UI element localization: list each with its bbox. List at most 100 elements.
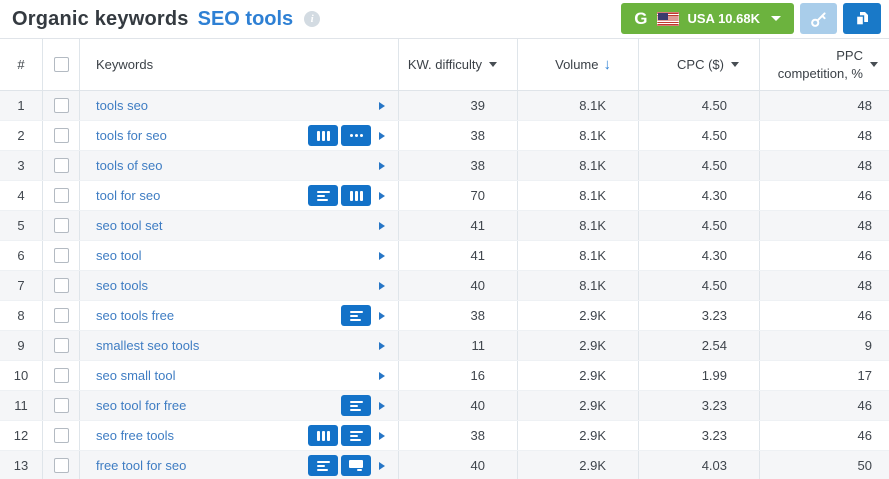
row-checkbox-cell (43, 331, 80, 360)
ppc-competition-cell: 48 (760, 151, 888, 180)
volume-cell: 2.9K (518, 301, 639, 330)
text-lines-badge-icon (349, 310, 363, 321)
column-header-kw-difficulty[interactable]: KW. difficulty (399, 39, 518, 90)
expand-keyword-arrow-icon[interactable] (379, 221, 385, 230)
row-number: 6 (17, 248, 25, 263)
text-lines-badge-icon[interactable] (308, 455, 338, 476)
row-checkbox[interactable] (53, 188, 69, 203)
row-number-cell: 4 (0, 181, 43, 210)
column-header-volume[interactable]: Volume ↓ (518, 39, 639, 90)
info-icon[interactable]: i (304, 11, 321, 27)
row-checkbox-cell (43, 361, 80, 390)
keyword-cell: tools for seo (80, 121, 399, 150)
expand-keyword-arrow-icon[interactable] (379, 461, 385, 470)
expand-keyword-arrow-icon[interactable] (379, 431, 385, 440)
keyword-link[interactable]: seo small tool (96, 368, 176, 383)
row-checkbox[interactable] (53, 308, 69, 323)
row-number: 7 (17, 278, 25, 293)
expand-keyword-arrow-icon[interactable] (379, 401, 385, 410)
expand-keyword-arrow-icon[interactable] (379, 161, 385, 170)
row-checkbox-cell (43, 391, 80, 420)
keyword-link[interactable]: seo tools (96, 278, 149, 293)
serp-feature-badges (308, 125, 371, 146)
table-row: 12 seo free tools 38 2.9K 3.23 46 (0, 421, 889, 451)
text-lines-badge-icon[interactable] (341, 425, 371, 446)
keyword-cell: seo tools (80, 271, 399, 300)
bar-columns-badge-icon[interactable] (308, 125, 338, 146)
select-all-checkbox[interactable] (53, 57, 69, 72)
search-engine-selector-button[interactable]: G USA 10.68K (621, 3, 794, 34)
bar-columns-badge-icon[interactable] (341, 185, 371, 206)
bar-columns-badge-icon[interactable] (308, 425, 338, 446)
keyword-link[interactable]: seo tool set (96, 218, 163, 233)
keyword-cell: seo free tools (80, 421, 399, 450)
page-title-text: Organic keywords (12, 7, 189, 30)
export-button[interactable] (843, 3, 881, 34)
expand-keyword-arrow-icon[interactable] (379, 371, 385, 380)
expand-keyword-arrow-icon[interactable] (379, 311, 385, 320)
column-header-ppc-competition[interactable]: PPC competition, % (760, 39, 888, 90)
row-checkbox[interactable] (53, 368, 69, 383)
column-header-keywords[interactable]: Keywords (80, 39, 399, 90)
organic-keywords-table: # Keywords KW. difficulty Volume ↓ CPC (… (0, 38, 889, 479)
keyword-tools-button[interactable] (800, 3, 837, 34)
keyword-link[interactable]: tools for seo (96, 128, 167, 143)
expand-keyword-arrow-icon[interactable] (379, 281, 385, 290)
page-title: Organic keywords SEO tools i (12, 7, 321, 31)
keyword-link[interactable]: seo free tools (96, 428, 175, 443)
keyword-link[interactable]: seo tools free (96, 308, 175, 323)
row-checkbox[interactable] (53, 248, 69, 263)
row-number: 11 (14, 398, 28, 413)
bar-columns-badge-icon (316, 430, 330, 441)
text-lines-badge-icon[interactable] (341, 305, 371, 326)
keyword-link[interactable]: smallest seo tools (96, 338, 200, 353)
expand-keyword-arrow-icon[interactable] (379, 101, 385, 110)
row-checkbox[interactable] (53, 398, 69, 413)
column-header-cpc[interactable]: CPC ($) (639, 39, 760, 90)
cpc-cell: 1.99 (639, 361, 760, 390)
expand-keyword-arrow-icon[interactable] (379, 131, 385, 140)
ellipsis-badge-icon[interactable] (341, 125, 371, 146)
row-checkbox[interactable] (53, 458, 69, 473)
keyword-link[interactable]: seo tool (96, 248, 142, 263)
image-box-badge-icon[interactable] (341, 455, 371, 476)
row-number-cell: 2 (0, 121, 43, 150)
keyword-link[interactable]: free tool for seo (96, 458, 187, 473)
volume-value: 8.1K (579, 218, 606, 233)
row-checkbox[interactable] (53, 428, 69, 443)
table-row: 6 seo tool 41 8.1K 4.30 46 (0, 241, 889, 271)
row-checkbox[interactable] (53, 278, 69, 293)
ppc-competition-value: 17 (857, 368, 872, 383)
keyword-link[interactable]: tools seo (96, 98, 149, 113)
expand-keyword-arrow-icon[interactable] (379, 191, 385, 200)
cpc-value: 4.50 (701, 278, 727, 293)
row-number-cell: 1 (0, 91, 43, 120)
cpc-value: 3.23 (701, 308, 727, 323)
cpc-cell: 4.03 (639, 451, 760, 479)
volume-value: 8.1K (579, 248, 606, 263)
keyword-link[interactable]: tools of seo (96, 158, 163, 173)
keyword-cell: seo tool set (80, 211, 399, 240)
expand-keyword-arrow-icon[interactable] (379, 251, 385, 260)
row-checkbox[interactable] (53, 218, 69, 233)
text-lines-badge-icon[interactable] (341, 395, 371, 416)
row-number-cell: 3 (0, 151, 43, 180)
row-number: 5 (17, 218, 25, 233)
keyword-cell: seo tool (80, 241, 399, 270)
row-checkbox-cell (43, 181, 80, 210)
cpc-cell: 4.30 (639, 181, 760, 210)
row-checkbox[interactable] (53, 338, 69, 353)
row-checkbox[interactable] (53, 158, 69, 173)
volume-value: 8.1K (579, 188, 606, 203)
expand-keyword-arrow-icon[interactable] (379, 341, 385, 350)
keyword-link[interactable]: tool for seo (96, 188, 161, 203)
table-row: 11 seo tool for free 40 2.9K 3.23 46 (0, 391, 889, 421)
row-checkbox[interactable] (53, 98, 69, 113)
row-checkbox-cell (43, 241, 80, 270)
row-checkbox[interactable] (53, 128, 69, 143)
text-lines-badge-icon[interactable] (308, 185, 338, 206)
cpc-value: 4.03 (701, 458, 727, 473)
keyword-link[interactable]: seo tool for free (96, 398, 187, 413)
text-lines-badge-icon (316, 190, 330, 201)
bar-columns-badge-icon (349, 190, 363, 201)
